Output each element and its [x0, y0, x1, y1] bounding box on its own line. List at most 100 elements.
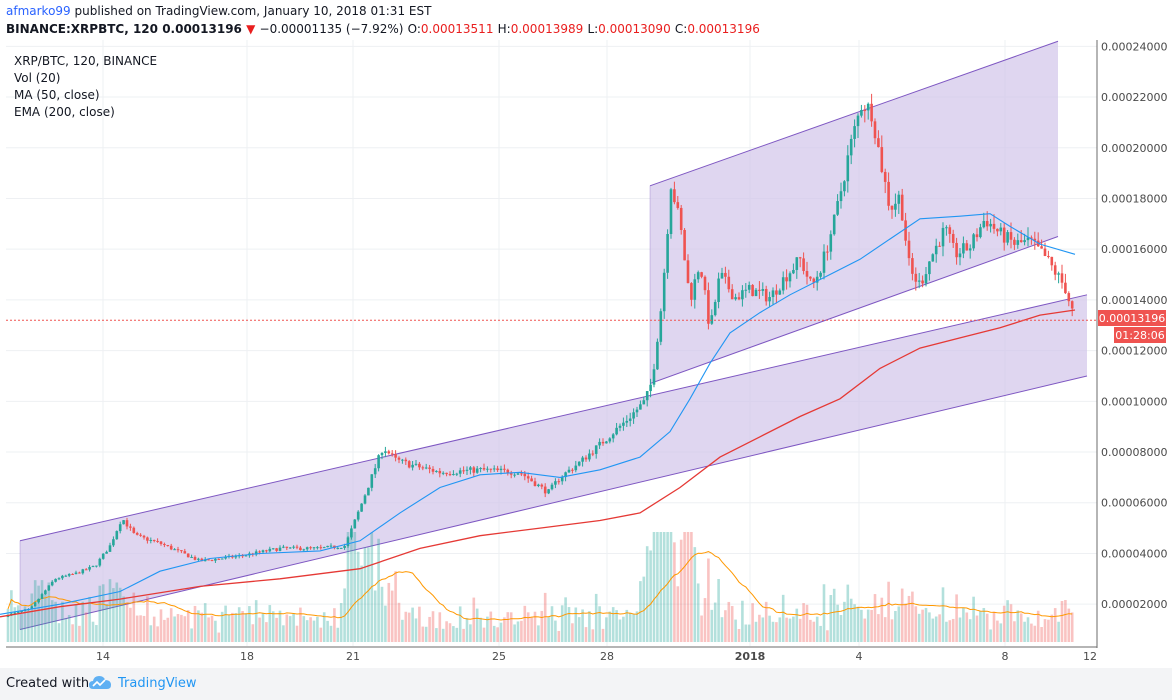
volume-bar	[652, 532, 656, 642]
candle-body	[411, 464, 414, 468]
candle-body	[54, 578, 57, 582]
volume-bar	[819, 625, 822, 642]
candle-body	[197, 558, 200, 560]
candle-body	[380, 452, 384, 456]
candle-body	[6, 615, 10, 617]
volume-bar	[693, 547, 697, 642]
candle-body	[669, 189, 673, 235]
candle-body	[914, 273, 918, 282]
candle-body	[261, 550, 265, 553]
volume-bar	[1070, 612, 1074, 642]
volume-bar	[356, 551, 360, 642]
price-chart[interactable]: 14 18 21 25 28 2018 4 8 12 0.00002000 0.00004000 0.…	[0, 40, 1172, 668]
candle-body	[632, 412, 635, 419]
candle-body	[707, 290, 710, 324]
volume-bar	[1013, 621, 1016, 642]
volume-bar	[190, 628, 193, 642]
candle-body	[16, 611, 20, 613]
volume-bar	[754, 621, 758, 642]
volume-bar	[894, 610, 897, 642]
legend-ema: EMA (200, close)	[14, 105, 115, 119]
candle-body	[764, 289, 768, 302]
candle-body	[540, 484, 544, 487]
legend-volume: Vol (20)	[14, 71, 60, 85]
volume-bar	[248, 606, 251, 642]
candle-body	[941, 227, 945, 247]
volume-bar	[1040, 627, 1043, 642]
candle-body	[605, 441, 608, 444]
volume-bar	[1057, 621, 1060, 642]
volume-bar	[322, 612, 326, 642]
volume-histogram	[6, 532, 1074, 642]
candle-body	[754, 289, 758, 297]
volume-bar	[1064, 599, 1067, 642]
x-tick-label: 21	[346, 650, 360, 663]
volume-bar	[1053, 608, 1057, 642]
volume-bar	[996, 620, 999, 642]
volume-bar	[897, 606, 901, 642]
candle-body	[312, 547, 316, 549]
y-tick-label: 0.00022000	[1101, 91, 1167, 104]
candle-body	[829, 234, 833, 252]
candle-body	[741, 290, 744, 300]
candle-body	[822, 251, 826, 273]
candle-body	[853, 126, 856, 139]
volume-bar	[509, 612, 513, 642]
volume-bar	[792, 616, 795, 642]
candle-body	[642, 400, 646, 405]
y-tick-label: 0.00006000	[1101, 497, 1167, 510]
candle-body	[234, 556, 238, 558]
candle-body	[414, 463, 418, 465]
candle-body	[744, 289, 748, 291]
volume-bar	[472, 597, 476, 642]
volume-bar	[448, 623, 452, 642]
volume-bar	[118, 587, 122, 642]
volume-bar	[605, 617, 608, 642]
volume-bar	[214, 620, 217, 642]
candle-body	[390, 453, 394, 455]
candle-body	[900, 194, 904, 221]
candle-body	[112, 539, 115, 546]
candle-body	[135, 532, 139, 535]
volume-bar	[907, 595, 911, 642]
tradingview-link[interactable]: TradingView	[118, 676, 197, 691]
candle-body	[533, 481, 537, 487]
candle-body	[1023, 240, 1026, 243]
volume-bar	[666, 532, 669, 642]
candle-body	[530, 478, 533, 482]
volume-bar	[67, 615, 71, 642]
candle-body	[394, 454, 397, 458]
upper-channel-fill	[650, 41, 1058, 384]
volume-bar	[186, 610, 190, 642]
candle-body	[537, 484, 540, 487]
candle-body	[265, 550, 268, 552]
candle-body	[625, 420, 629, 423]
tradingview-cloud-icon[interactable]	[88, 674, 112, 696]
candle-body	[67, 573, 71, 576]
volume-bar	[47, 582, 51, 642]
volume-bar	[353, 532, 357, 642]
volume-bar	[958, 617, 962, 642]
volume-bar	[1067, 608, 1071, 642]
candle-body	[839, 191, 843, 202]
x-tick-label: 25	[492, 650, 506, 663]
candle-body	[931, 254, 935, 262]
candle-body	[1030, 237, 1033, 239]
volume-bar	[61, 601, 64, 642]
candle-body	[734, 297, 737, 300]
author-link[interactable]: afmarko99	[6, 4, 71, 18]
volume-bar	[40, 580, 44, 642]
volume-bar	[795, 608, 799, 642]
volume-bar	[649, 550, 652, 642]
candle-body	[554, 481, 557, 485]
volume-bar	[360, 565, 363, 642]
candle-body	[805, 271, 809, 277]
candle-body	[547, 489, 550, 494]
volume-bar	[312, 620, 316, 642]
candle-body	[659, 311, 663, 342]
candle-body	[591, 453, 595, 455]
candle-body	[350, 528, 353, 538]
last-price: 0.00013196	[162, 22, 242, 36]
candle-body	[1050, 256, 1054, 266]
candle-body	[61, 575, 64, 579]
